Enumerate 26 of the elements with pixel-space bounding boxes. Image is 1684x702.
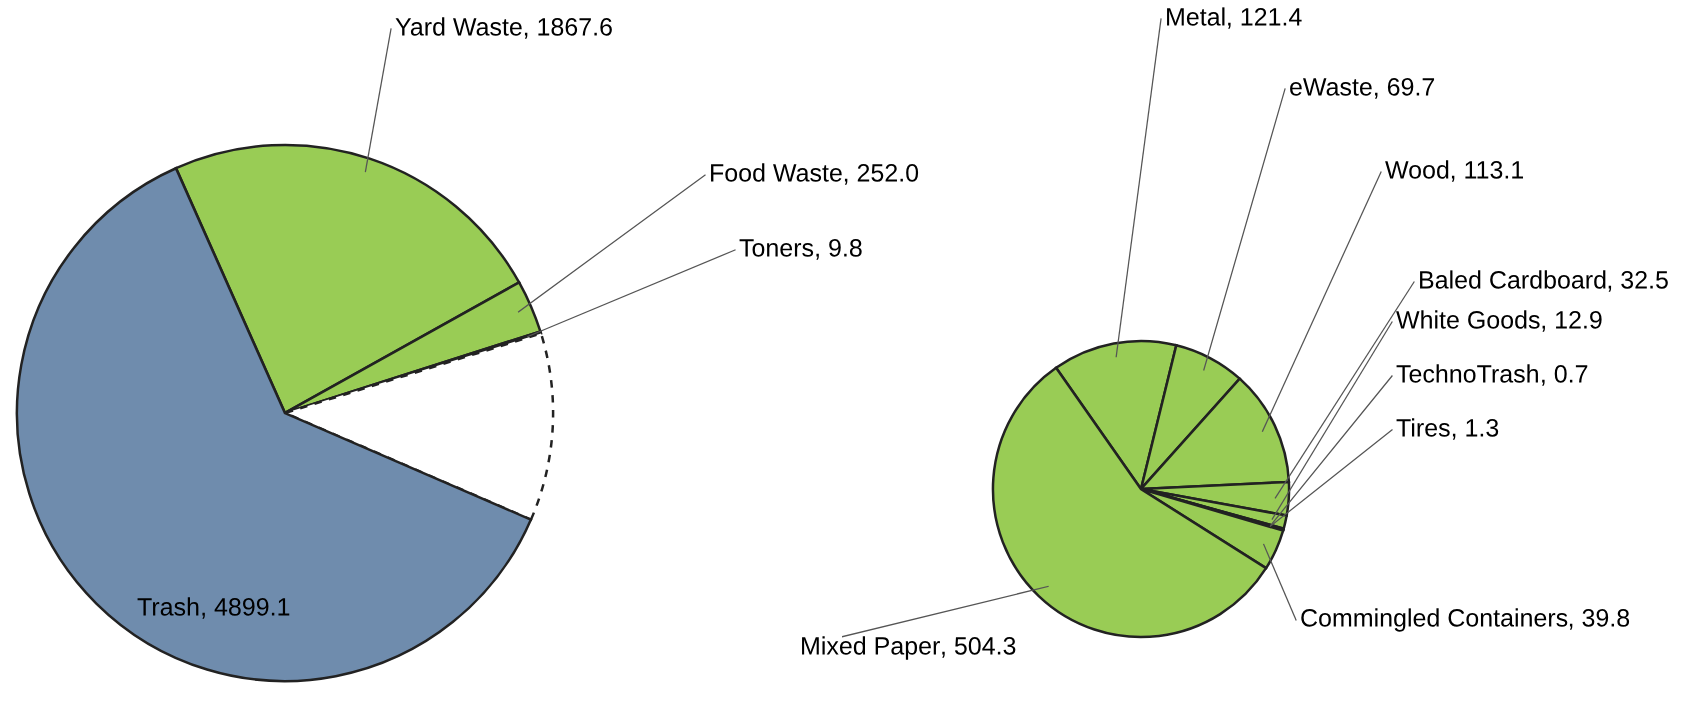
data-label: , 12.9 [1542, 311, 1602, 332]
data-label: , 32.5 [1608, 271, 1668, 292]
slice-label: Food Waste [711, 163, 842, 182]
slice-label: Toners [739, 239, 814, 257]
slice-label: Trash [137, 597, 199, 616]
slice-label: Baled Cardboard [1420, 270, 1606, 289]
data-label: , 252.0 [844, 164, 919, 185]
slice-label: Commingled Containers [1301, 608, 1568, 632]
slice-label: Metal [1167, 7, 1225, 26]
data-label: , 4899.1 [202, 598, 290, 619]
slice-label: Tires [1396, 418, 1450, 437]
slice-label: eWaste [1290, 78, 1372, 96]
data-label: , 69.7 [1375, 78, 1435, 99]
data-label: , 9.8 [816, 239, 862, 260]
slice-label: Wood [1385, 160, 1449, 179]
slice-label: Yard Waste [395, 17, 522, 36]
slice-label: Mixed Paper [802, 636, 940, 660]
data-label: , 1.3 [1452, 419, 1499, 440]
data-label: , 113.1 [1451, 161, 1524, 182]
slice-label: White Goods [1396, 310, 1540, 329]
slice-label: TechnoTrash [1396, 364, 1538, 383]
data-label: , 1867.6 [524, 18, 612, 39]
data-label: , 39.8 [1569, 609, 1630, 630]
data-label: , 504.3 [942, 637, 1016, 658]
data-label: , 0.7 [1542, 365, 1588, 386]
data-label: , 121.4 [1228, 8, 1302, 29]
